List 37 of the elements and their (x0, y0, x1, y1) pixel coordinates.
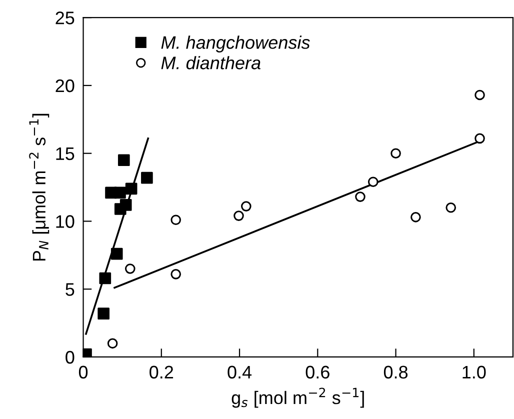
point (114, 186, 126, 199)
point (118, 154, 130, 166)
point (120, 199, 132, 211)
legend-label: M. dianthera (161, 56, 260, 70)
point (110, 248, 123, 260)
point (125, 182, 138, 195)
x-tick-label: 0.6 (306, 366, 330, 379)
point (141, 172, 153, 184)
x-tick-label: 1.0 (462, 366, 486, 379)
y-tick-label: 25 (56, 12, 74, 24)
point (355, 192, 366, 202)
y-tick-label: 0 (66, 350, 74, 364)
point (98, 308, 110, 320)
point (234, 210, 244, 221)
point (368, 176, 378, 188)
point (474, 133, 485, 144)
legend-label: M. hangchowensis (161, 36, 310, 52)
point (241, 201, 252, 212)
point (474, 90, 485, 100)
point (99, 272, 112, 284)
x-tick-label: 0 (78, 366, 88, 379)
point (107, 338, 118, 349)
point (410, 212, 421, 222)
y-tick-label: 20 (56, 79, 74, 92)
point (446, 202, 456, 213)
x-tick-label: 0.8 (384, 366, 408, 379)
y-tick-label: 15 (56, 147, 74, 160)
point (124, 264, 136, 274)
point (390, 148, 401, 159)
x-axis-title: g$_{s}$ [mol m$^{−2}$ s$^{−1}$] (232, 388, 364, 408)
x-tick-label: 0.2 (150, 366, 174, 379)
y-tick-label: 10 (56, 215, 74, 228)
point (170, 214, 182, 226)
x-tick-label: 0.4 (228, 366, 252, 379)
y-axis-title: P$_{N}$ [μmol m$^{−2}$ s$^{−1}$] (29, 114, 50, 261)
y-tick-label: 5 (66, 283, 74, 296)
point (170, 269, 182, 280)
